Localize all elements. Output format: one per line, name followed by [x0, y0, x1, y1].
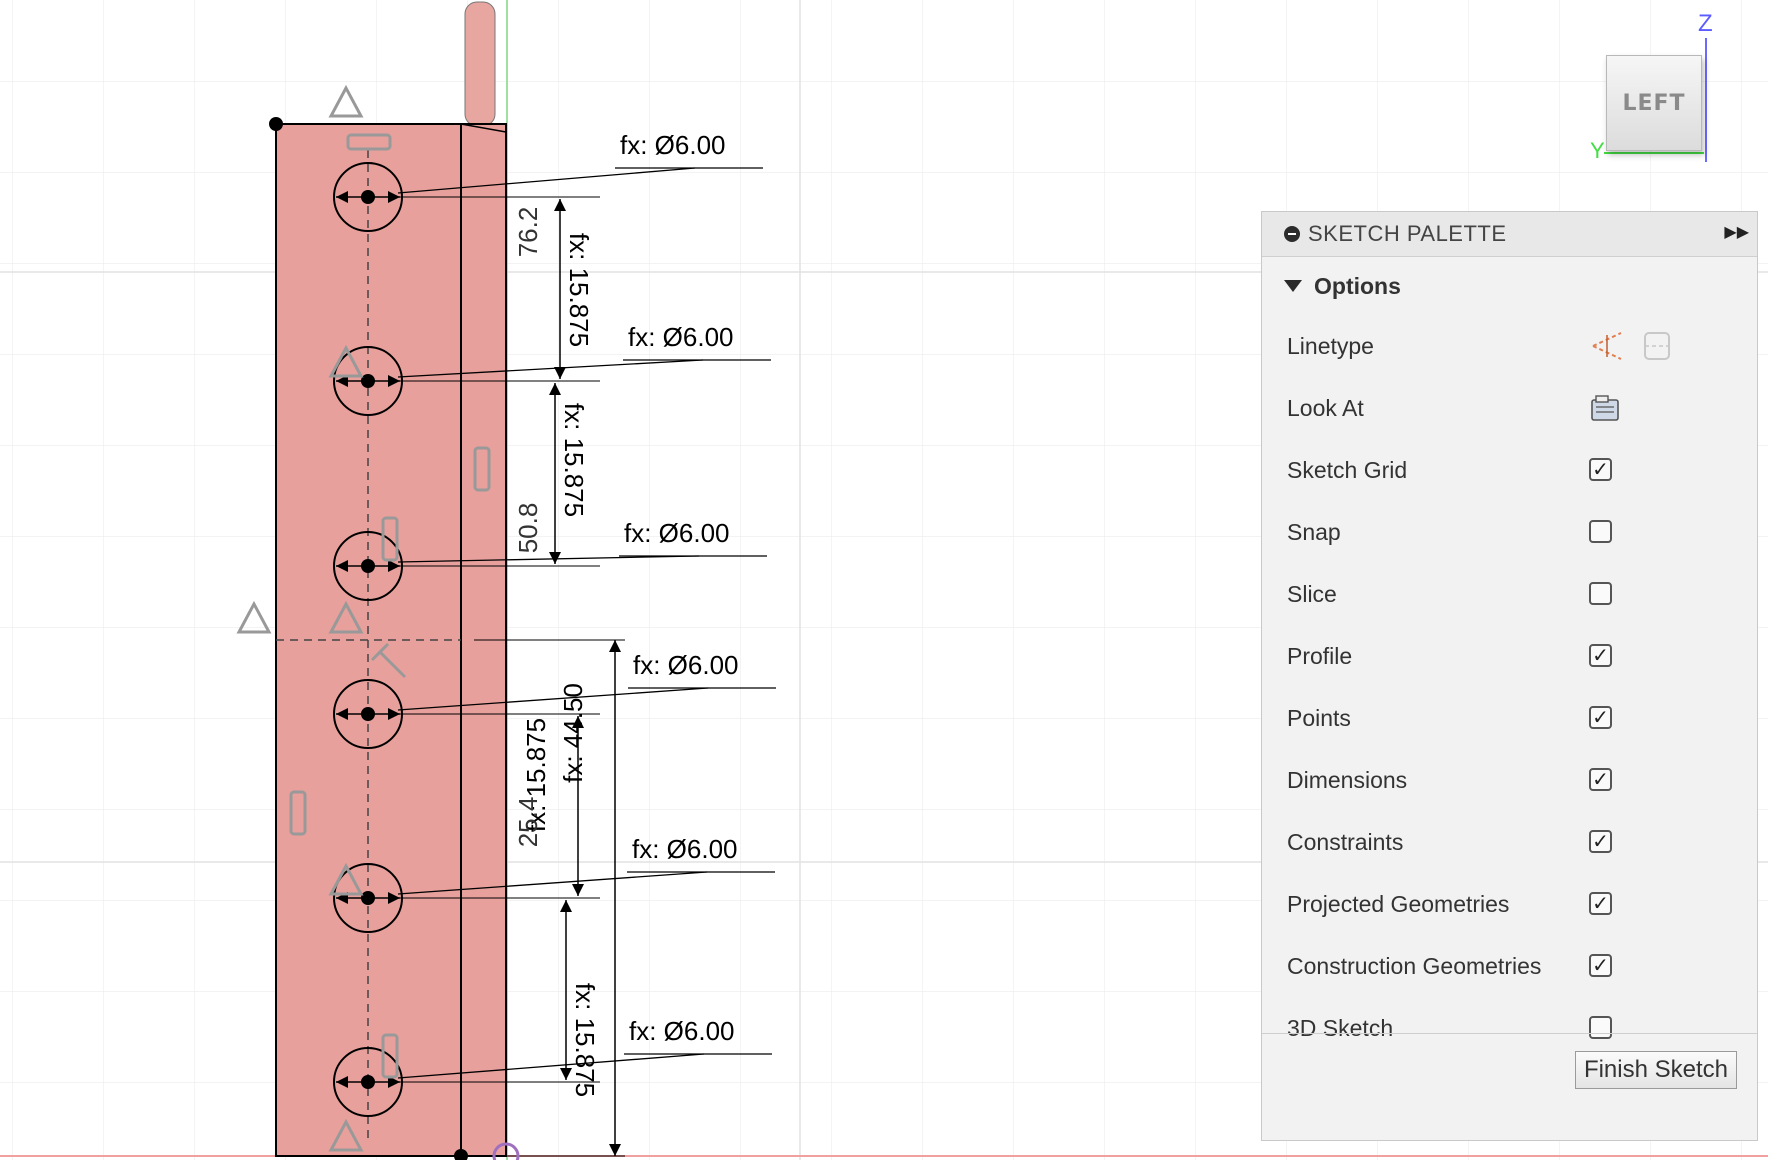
- diameter-dimension[interactable]: fx: Ø6.00: [397, 130, 763, 194]
- spacing-dimension[interactable]: fx: 15.875: [549, 383, 589, 564]
- option-checkbox[interactable]: ✓: [1589, 644, 1612, 667]
- option-projected-geometries: Projected Geometries ✓: [1262, 873, 1757, 935]
- option-linetype: Linetype: [1262, 315, 1757, 377]
- view-cube-left-face[interactable]: LEFT: [1606, 55, 1702, 151]
- option-label: Projected Geometries: [1287, 890, 1510, 917]
- option-label: Snap: [1287, 518, 1341, 545]
- palette-title: SKETCH PALETTE: [1308, 221, 1507, 246]
- option-slice: Slice: [1262, 563, 1757, 625]
- finish-sketch-button[interactable]: Finish Sketch: [1574, 1051, 1737, 1089]
- constraint-glyphs: [236, 84, 491, 1152]
- option-label: Linetype: [1287, 332, 1374, 359]
- option-checkbox[interactable]: [1589, 582, 1612, 605]
- diameter-label[interactable]: fx: Ø6.00: [628, 322, 734, 352]
- option-dimensions: Dimensions ✓: [1262, 749, 1757, 811]
- option-checkbox[interactable]: [1589, 520, 1612, 543]
- spacing-label[interactable]: fx: 15.875: [570, 983, 600, 1097]
- origin-icon: [492, 1142, 520, 1160]
- options-section-header[interactable]: Options: [1262, 257, 1757, 315]
- spacing-dimension[interactable]: fx: 15.875: [554, 199, 594, 379]
- diameter-dimension[interactable]: fx: Ø6.00: [397, 518, 767, 563]
- option-checkbox[interactable]: ✓: [1589, 954, 1612, 977]
- palette-footer: Finish Sketch: [1262, 1033, 1757, 1140]
- spacing-label[interactable]: fx: 15.875: [564, 233, 594, 347]
- option-label: Look At: [1287, 394, 1364, 421]
- option-label: Slice: [1287, 580, 1337, 607]
- option-snap: Snap: [1262, 501, 1757, 563]
- dimension-group[interactable]: fx: Ø6.00 fx: Ø6.00 fx: Ø6.00 fx: Ø6.00 fx: …: [368, 130, 776, 1157]
- option-label: Points: [1287, 704, 1351, 731]
- option-look-at: Look At: [1262, 377, 1757, 439]
- tab-feature: [464, 1, 496, 127]
- z-axis-indicator: [1705, 38, 1707, 162]
- diameter-label[interactable]: fx: Ø6.00: [632, 834, 738, 864]
- option-points: Points ✓: [1262, 687, 1757, 749]
- options-list: Linetype Look At Sketch Grid ✓ Snap Slice Prof…: [1262, 315, 1757, 1059]
- construction-linetype-icon[interactable]: [1589, 329, 1625, 368]
- diameter-dimension[interactable]: fx: Ø6.00: [397, 650, 776, 711]
- spacing-label[interactable]: fx: 15.875: [559, 403, 589, 517]
- y-axis-label: Y: [1590, 138, 1605, 163]
- diameter-label[interactable]: fx: Ø6.00: [620, 130, 726, 160]
- option-checkbox[interactable]: ✓: [1589, 706, 1612, 729]
- option-label: Sketch Grid: [1287, 456, 1408, 483]
- diameter-dimension[interactable]: fx: Ø6.00: [397, 322, 771, 378]
- look-at-icon[interactable]: [1589, 393, 1621, 428]
- spacing-label[interactable]: fx: 15.875: [521, 718, 551, 832]
- sketch-palette: SKETCH PALETTE ▶▶ Options Linetype Look A…: [1261, 211, 1758, 1141]
- disclosure-triangle-icon: [1284, 280, 1302, 292]
- option-sketch-grid: Sketch Grid ✓: [1262, 439, 1757, 501]
- part-profile[interactable]: [275, 123, 625, 1157]
- diameter-label[interactable]: fx: Ø6.00: [633, 650, 739, 680]
- sketch-points: [269, 117, 468, 1160]
- option-checkbox[interactable]: ✓: [1589, 768, 1612, 791]
- spacing-dimension[interactable]: fx: 15.875: [560, 900, 600, 1097]
- option-checkbox[interactable]: ✓: [1589, 458, 1612, 481]
- option-constraints: Constraints ✓: [1262, 811, 1757, 873]
- z-axis-label: Z: [1698, 10, 1713, 37]
- palette-header: SKETCH PALETTE ▶▶: [1262, 212, 1757, 257]
- option-checkbox[interactable]: ✓: [1589, 892, 1612, 915]
- option-label: 3D Sketch: [1287, 1014, 1394, 1041]
- spacing-dimension[interactable]: fx: 15.875: [521, 716, 584, 896]
- diameter-dimension[interactable]: fx: Ø6.00: [397, 1016, 772, 1079]
- collapse-icon[interactable]: [1284, 226, 1300, 242]
- diameter-dimension[interactable]: fx: Ø6.00: [397, 834, 775, 895]
- y-axis-indicator: [1604, 152, 1704, 154]
- option-label: Construction Geometries: [1287, 952, 1542, 979]
- view-cube-face-label: LEFT: [1622, 90, 1686, 116]
- reference-value: 76.2: [513, 207, 543, 258]
- diameter-label[interactable]: fx: Ø6.00: [629, 1016, 735, 1046]
- option-label: Constraints: [1287, 828, 1404, 855]
- diameter-label[interactable]: fx: Ø6.00: [624, 518, 730, 548]
- option-label: Dimensions: [1287, 766, 1408, 793]
- view-cube[interactable]: Z Y LEFT: [1590, 10, 1768, 170]
- option-construction-geometries: Construction Geometries ✓: [1262, 935, 1757, 997]
- option-label: Profile: [1287, 642, 1353, 669]
- reference-value: 50.8: [513, 503, 543, 554]
- reference-value: 25.4: [513, 797, 543, 848]
- option-profile: Profile ✓: [1262, 625, 1757, 687]
- option-checkbox[interactable]: ✓: [1589, 830, 1612, 853]
- options-section-label: Options: [1314, 272, 1401, 299]
- overall-dimension[interactable]: fx: 44.50: [470, 640, 625, 1157]
- centerline-linetype-icon[interactable]: [1641, 329, 1673, 368]
- expand-panel-icon[interactable]: ▶▶: [1724, 224, 1749, 241]
- overall-dimension-label[interactable]: fx: 44.50: [558, 683, 588, 783]
